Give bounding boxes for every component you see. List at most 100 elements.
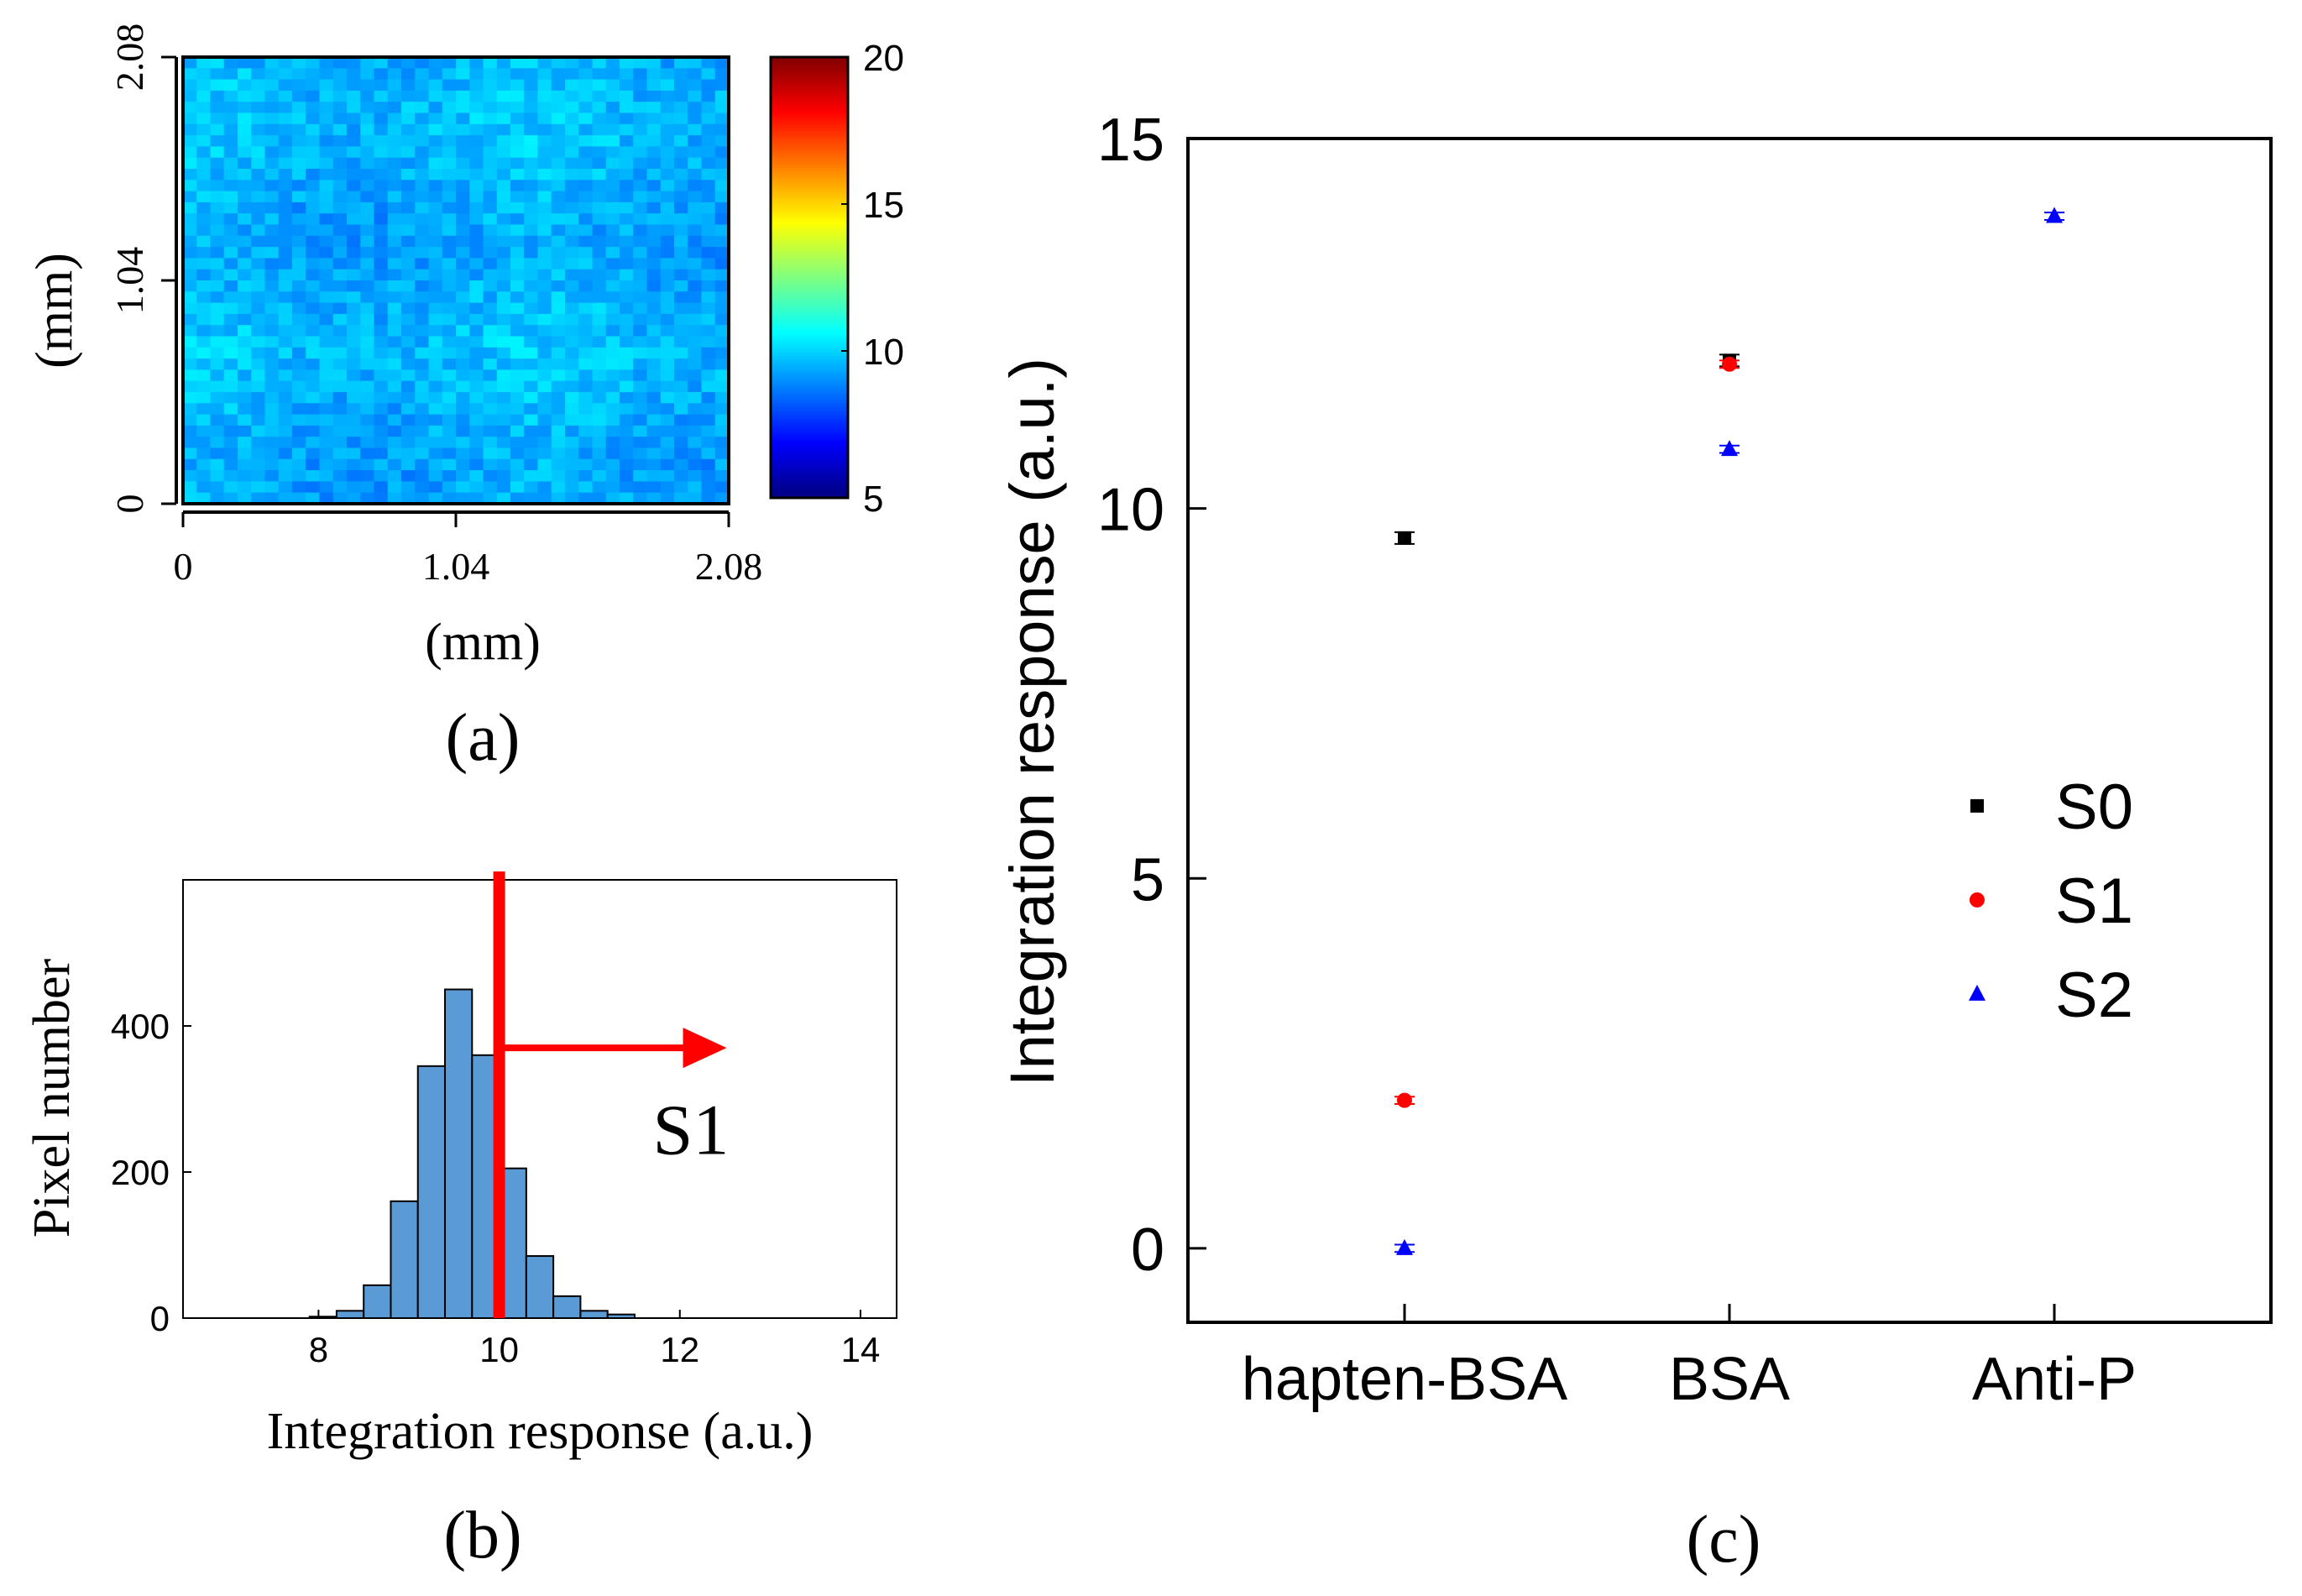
heatmap-cell [401, 247, 416, 259]
heatmap-cell [674, 79, 688, 92]
heatmap-cell [332, 224, 348, 237]
histogram-y-tick-label: 0 [150, 1299, 170, 1338]
heatmap-cell [565, 57, 579, 69]
heatmap-cell [223, 458, 238, 471]
heatmap-cell [578, 201, 594, 214]
heatmap-cell [660, 380, 675, 393]
heatmap-cell [374, 291, 389, 304]
heatmap-cell [565, 280, 579, 292]
histogram-frame [182, 879, 897, 1319]
heatmap-cell [306, 213, 321, 226]
heatmap-cell [251, 403, 266, 416]
heatmap-cell [510, 213, 525, 226]
heatmap-cell [332, 392, 348, 404]
heatmap-cell [714, 325, 730, 338]
heatmap-cell [605, 280, 620, 292]
heatmap-cell [387, 201, 402, 214]
histogram-x-tick-label: 14 [841, 1330, 881, 1369]
heatmap-cell [537, 269, 552, 281]
heatmap-cell [620, 213, 634, 226]
heatmap-cell [183, 258, 197, 270]
heatmap-cell [660, 447, 675, 460]
heatmap-cell [674, 369, 688, 382]
heatmap-cell [537, 380, 552, 393]
heatmap-cell [374, 280, 389, 292]
heatmap-cell [524, 447, 539, 460]
heatmap-cell [660, 57, 675, 69]
scatter-y-label: Integration response (a.u.) [997, 358, 1067, 1086]
heatmap-cell [347, 458, 361, 471]
heatmap-cell [387, 470, 402, 482]
heatmap-cell [347, 280, 361, 292]
heatmap-cell [714, 392, 730, 404]
heatmap-cell [347, 325, 361, 338]
heatmap-cell [183, 224, 197, 237]
heatmap-cell [210, 191, 225, 203]
heatmap-cell [456, 280, 470, 292]
heatmap-cell [456, 447, 470, 460]
heatmap-cell [251, 157, 266, 170]
heatmap-cell [688, 403, 703, 416]
heatmap-cell [701, 325, 716, 338]
heatmap-cell [660, 358, 675, 370]
heatmap-cell [238, 414, 252, 426]
heatmap-cell [360, 481, 375, 494]
heatmap-cell [347, 102, 361, 114]
heatmap-cell [264, 247, 280, 259]
heatmap-cell [537, 169, 552, 181]
heatmap-cell [660, 392, 675, 404]
heatmap-cell [332, 157, 348, 170]
heatmap-cell [306, 146, 321, 159]
heatmap-cell [688, 481, 703, 494]
heatmap-cell [278, 102, 293, 114]
heatmap-cell [238, 280, 252, 292]
heatmap-cell [496, 135, 511, 147]
heatmap-cell [401, 102, 416, 114]
heatmap-cell [496, 247, 511, 259]
heatmap-cell [278, 180, 293, 192]
heatmap-cell [483, 325, 498, 338]
heatmap-cell [660, 79, 675, 92]
heatmap-cell [496, 425, 511, 437]
heatmap-cell [251, 380, 266, 393]
heatmap-cell [510, 57, 525, 69]
heatmap-cell [223, 291, 238, 304]
heatmap-cell [605, 157, 620, 170]
heatmap-cell [306, 169, 321, 181]
heatmap-cell [292, 213, 306, 226]
heatmap-cell [347, 369, 361, 382]
heatmap-cell [646, 180, 662, 192]
heatmap-cell [210, 90, 225, 102]
heatmap-cell [442, 235, 457, 248]
heatmap-cell [210, 369, 225, 382]
heatmap-cell [374, 347, 389, 359]
heatmap-cell [483, 135, 498, 147]
heatmap-cell [688, 447, 703, 460]
heatmap-cell [183, 201, 197, 214]
heatmap-cell [469, 213, 484, 226]
heatmap-cell [592, 325, 607, 338]
heatmap-cell [374, 180, 389, 192]
heatmap-cell [196, 414, 212, 426]
heatmap-cell [332, 414, 348, 426]
heatmap-cell [442, 123, 457, 136]
heatmap-cell [278, 336, 293, 348]
heatmap-cell [264, 280, 280, 292]
heatmap-cell [592, 224, 607, 237]
heatmap-cell [469, 57, 484, 69]
heatmap-cell [551, 302, 566, 315]
heatmap-cell [306, 470, 321, 482]
heatmap-cell [196, 369, 212, 382]
heatmap-cell [496, 380, 511, 393]
heatmap-cell [469, 135, 484, 147]
heatmap-cell [415, 135, 430, 147]
heatmap-cell [442, 280, 457, 292]
panel-label-c: (c) [1687, 1503, 1761, 1577]
heatmap-cell [578, 325, 594, 338]
heatmap-cell [510, 325, 525, 338]
heatmap-cell [524, 258, 539, 270]
heatmap-cell [183, 269, 197, 281]
heatmap-cell [456, 113, 470, 125]
heatmap-cell [537, 291, 552, 304]
heatmap-cell [347, 123, 361, 136]
